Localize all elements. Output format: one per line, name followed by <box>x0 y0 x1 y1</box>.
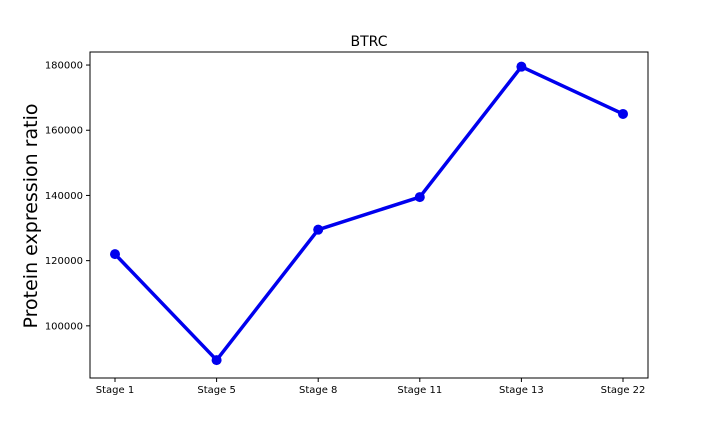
x-tick-label: Stage 11 <box>397 385 442 396</box>
y-axis-label: Protein expression ratio <box>20 104 42 329</box>
x-tick-label: Stage 13 <box>499 385 544 396</box>
y-tick-label: 180000 <box>45 61 83 72</box>
y-tick-label: 160000 <box>45 126 83 137</box>
data-point <box>618 108 628 119</box>
x-tick-label: Stage 1 <box>96 385 134 396</box>
y-axis-ticks: 100000 120000 140000 160000 180000 <box>45 61 90 332</box>
series-line <box>113 64 625 362</box>
x-tick-label: Stage 5 <box>197 385 235 396</box>
data-point <box>110 249 120 260</box>
plot-frame <box>89 51 649 379</box>
data-point <box>414 192 425 203</box>
y-tick-label: 120000 <box>45 256 83 267</box>
data-point <box>516 61 527 72</box>
series-layer <box>110 61 628 366</box>
x-tick-label: Stage 22 <box>601 385 646 396</box>
x-axis-ticks: Stage 1 Stage 5 Stage 8 Stage 11 Stage 13 Sta… <box>96 378 646 396</box>
y-tick-label: 140000 <box>45 191 83 202</box>
data-point <box>313 224 324 235</box>
chart-title: BTRC <box>351 34 388 50</box>
y-tick-label: 100000 <box>45 321 83 332</box>
data-point <box>211 355 222 366</box>
x-tick-label: Stage 8 <box>299 385 337 396</box>
